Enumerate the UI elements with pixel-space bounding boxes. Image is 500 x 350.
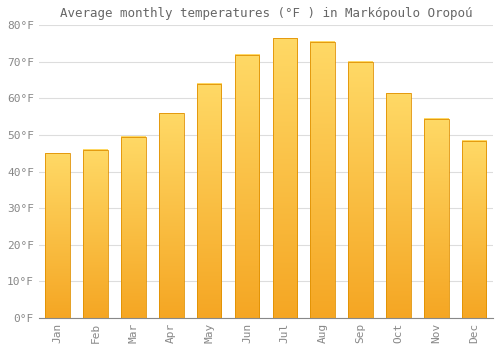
Title: Average monthly temperatures (°F ) in Markópoulo Oropoú: Average monthly temperatures (°F ) in Ma… — [60, 7, 472, 20]
Bar — [386, 93, 410, 318]
Bar — [159, 113, 184, 318]
Bar — [424, 119, 448, 318]
Bar — [234, 55, 260, 318]
Bar — [84, 150, 108, 318]
Bar — [462, 140, 486, 318]
Bar — [197, 84, 222, 318]
Bar — [121, 137, 146, 318]
Bar — [46, 153, 70, 318]
Bar — [348, 62, 373, 318]
Bar — [310, 42, 335, 318]
Bar — [272, 38, 297, 318]
